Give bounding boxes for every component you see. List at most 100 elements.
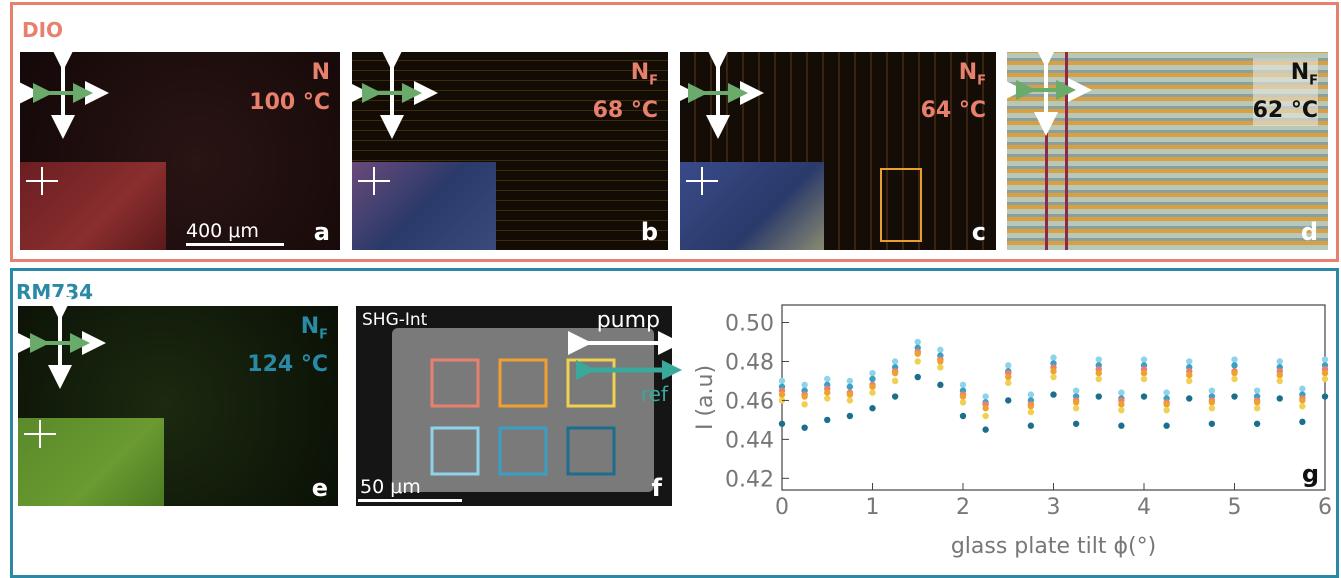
x-tick-label: 1 [866, 495, 880, 520]
data-point [1299, 419, 1305, 425]
data-point [1118, 389, 1124, 395]
data-point [1028, 423, 1034, 429]
data-point [1277, 378, 1283, 384]
data-point [1209, 405, 1215, 411]
data-point [937, 364, 943, 370]
data-point [1163, 401, 1169, 407]
data-point [1322, 370, 1328, 376]
data-point [869, 370, 875, 376]
y-axis-label: I (a.u) [693, 365, 718, 430]
data-point [1231, 393, 1237, 399]
data-point [1141, 393, 1147, 399]
data-point [1231, 370, 1237, 376]
data-point [960, 393, 966, 399]
data-point [1028, 409, 1034, 415]
data-point [1254, 387, 1260, 393]
data-point [960, 382, 966, 388]
data-point [1186, 372, 1192, 378]
data-point [1028, 391, 1034, 397]
data-point [892, 358, 898, 364]
overlay: 0.420.440.460.480.500123456glass plate t… [0, 0, 1341, 569]
data-point [1209, 399, 1215, 405]
data-point [1118, 401, 1124, 407]
data-point [1186, 395, 1192, 401]
data-point [1005, 362, 1011, 368]
data-point [937, 382, 943, 388]
data-point [982, 405, 988, 411]
data-point [779, 391, 785, 397]
data-point [915, 339, 921, 345]
y-tick-label: 0.46 [725, 389, 774, 414]
data-point [1299, 397, 1305, 403]
data-point [1073, 421, 1079, 427]
data-point [824, 417, 830, 423]
data-point [1186, 378, 1192, 384]
data-point [982, 426, 988, 432]
data-point [1073, 387, 1079, 393]
data-point [1028, 403, 1034, 409]
data-point [847, 384, 853, 390]
data-point [1322, 356, 1328, 362]
data-point [960, 413, 966, 419]
data-point [1005, 397, 1011, 403]
data-point [824, 389, 830, 395]
data-point [1050, 374, 1056, 380]
data-point [869, 405, 875, 411]
figure: {"dio": {"label": "DIO", "scale_bar": "4… [0, 0, 1341, 569]
data-point [779, 378, 785, 384]
x-tick-label: 5 [1228, 495, 1242, 520]
data-point [1163, 389, 1169, 395]
data-point [960, 399, 966, 405]
x-tick-label: 2 [956, 495, 970, 520]
data-point [1141, 370, 1147, 376]
data-point [1277, 372, 1283, 378]
y-tick-label: 0.44 [725, 428, 774, 453]
x-tick-label: 3 [1047, 495, 1061, 520]
data-point [1005, 380, 1011, 386]
data-point [982, 393, 988, 399]
data-point [1073, 399, 1079, 405]
data-point [1209, 387, 1215, 393]
y-tick-label: 0.48 [725, 350, 774, 375]
data-point [1277, 358, 1283, 364]
data-point [1050, 368, 1056, 374]
data-point [915, 358, 921, 364]
roi-boxes [432, 360, 614, 474]
data-point [869, 376, 875, 382]
x-tick-label: 0 [775, 495, 789, 520]
data-point [937, 358, 943, 364]
data-point [869, 384, 875, 390]
data-point [1005, 374, 1011, 380]
data-point [1163, 407, 1169, 413]
data-point [847, 378, 853, 384]
data-point [915, 350, 921, 356]
data-point [892, 378, 898, 384]
data-point [1141, 376, 1147, 382]
data-point [779, 421, 785, 427]
data-point [1118, 407, 1124, 413]
data-point [1141, 356, 1147, 362]
data-point [892, 370, 898, 376]
data-point [1096, 356, 1102, 362]
data-point [1096, 370, 1102, 376]
data-point [801, 382, 807, 388]
data-point [1050, 391, 1056, 397]
data-point [847, 391, 853, 397]
data-point [1322, 376, 1328, 382]
polarizer-arrows [26, 56, 1080, 377]
data-point [1118, 423, 1124, 429]
data-point [824, 395, 830, 401]
data-point [1163, 423, 1169, 429]
data-point [1254, 405, 1260, 411]
data-point [824, 376, 830, 382]
panel-letter: g [1302, 460, 1319, 488]
y-tick-label: 0.50 [725, 312, 774, 337]
data-point [801, 401, 807, 407]
data-point [1231, 362, 1237, 368]
data-point [801, 393, 807, 399]
data-point [1096, 376, 1102, 382]
data-point [1231, 356, 1237, 362]
data-point [892, 393, 898, 399]
x-axis-label: glass plate tilt ϕ(°) [951, 534, 1156, 559]
data-point [1299, 386, 1305, 392]
